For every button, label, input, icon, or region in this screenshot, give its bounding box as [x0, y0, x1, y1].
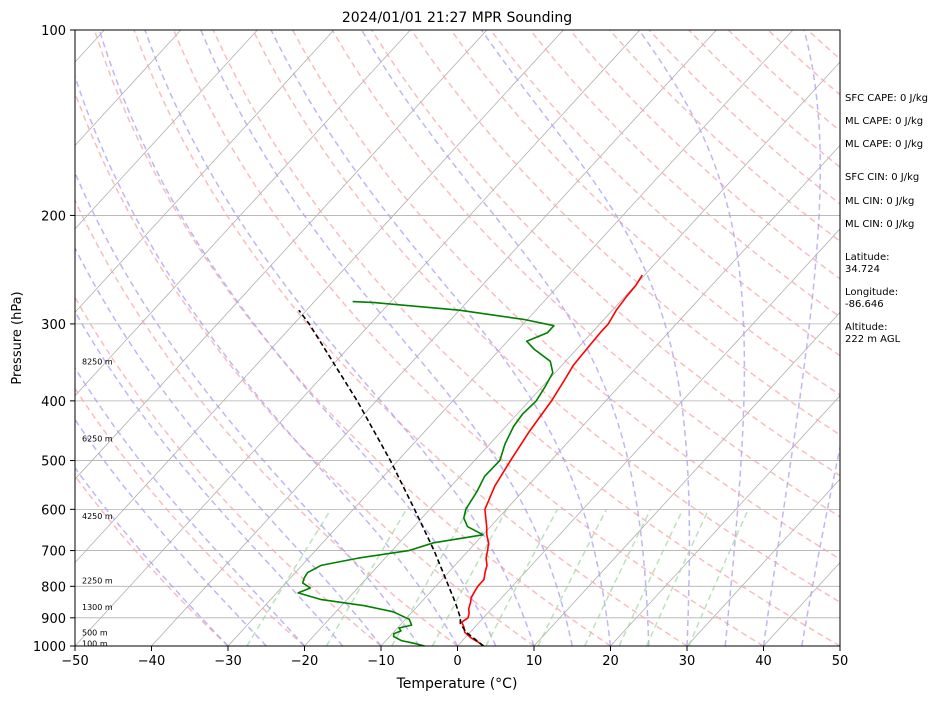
moist-adiabat-line [0, 30, 266, 646]
x-tick-label: 10 [526, 654, 543, 669]
ml-cape-text-1: ML CAPE: 0 J/kg [845, 116, 923, 128]
height-label: 2250 m [82, 577, 113, 586]
moist-adiabat-line [28, 30, 419, 646]
y-tick-label: 100 [41, 24, 66, 39]
isotherm-line [0, 30, 563, 646]
y-tick-label: 600 [41, 503, 66, 518]
x-tick-label: 20 [602, 654, 619, 669]
isotherm-line [228, 30, 793, 646]
height-label: 6250 m [82, 434, 113, 443]
isotherm-grid [0, 30, 947, 646]
sfc-cape-text: SFC CAPE: 0 J/kg [845, 93, 928, 105]
y-axis-label: Pressure (hPa) [10, 291, 25, 384]
height-label: 1300 m [82, 603, 113, 612]
moist-adiabat-line [362, 30, 649, 646]
moist-adiabat-line [0, 30, 228, 646]
height-label: 8250 m [82, 357, 113, 366]
isotherm-line [152, 30, 717, 646]
y-tick-label: 800 [41, 580, 66, 595]
ml-cin-text-1: ML CIN: 0 J/kg [845, 196, 914, 208]
y-tick-label: 400 [41, 395, 66, 410]
altitude-value: 222 m AGL [845, 334, 900, 346]
x-tick-label: −10 [367, 654, 394, 669]
x-tick-label: −20 [291, 654, 318, 669]
x-tick-label: 50 [832, 654, 849, 669]
isotherm-line [75, 30, 640, 646]
mixing-ratio-line [247, 509, 331, 646]
dewpoint-profile-line [298, 302, 554, 646]
parcel-profile-line [299, 310, 484, 646]
x-axis-label: Temperature (°C) [396, 676, 518, 692]
mixing-ratio-line [538, 509, 606, 646]
isobar-grid [75, 215, 840, 646]
ml-cape-text-2: ML CAPE: 0 J/kg [845, 139, 923, 151]
plot-area [0, 30, 947, 646]
mixing-ratio-line [689, 509, 748, 646]
mixing-ratio-line [647, 509, 709, 646]
longitude-value: -86.646 [845, 299, 884, 311]
chart-title: 2024/01/01 21:27 MPR Sounding [342, 10, 572, 26]
isotherm-line [0, 30, 257, 646]
longitude-label: Longitude: [845, 287, 898, 299]
moist-adiabat-line [99, 30, 496, 646]
dry-adiabat-line [213, 30, 840, 646]
y-axis: 1000 900 800 700 600 500 400 300 200 100 [33, 24, 75, 655]
sfc-cin-text: SFC CIN: 0 J/kg [845, 172, 919, 184]
isotherm-line [0, 30, 487, 646]
latitude-label: Latitude: [845, 252, 890, 264]
dry-adiabats [0, 30, 947, 646]
height-label: 4250 m [82, 512, 113, 521]
dry-adiabat-line [0, 30, 228, 646]
x-tick-label: −50 [61, 654, 88, 669]
y-tick-label: 500 [41, 455, 66, 470]
x-tick-label: −30 [214, 654, 241, 669]
mixing-ratio-line [327, 509, 407, 646]
y-tick-label: 300 [41, 318, 66, 333]
x-tick-label: 0 [453, 654, 461, 669]
moist-adiabats [0, 30, 920, 646]
y-tick-label: 900 [41, 612, 66, 627]
x-tick-label: 30 [679, 654, 696, 669]
x-axis: −50 −40 −30 −20 −10 0 10 20 30 40 50 [61, 646, 848, 669]
y-tick-label: 200 [41, 209, 66, 224]
plot-frame [75, 30, 840, 646]
altitude-label: Altitude: [845, 322, 887, 334]
height-label: 100 m [82, 639, 108, 648]
dry-adiabat-line [55, 30, 534, 646]
latitude-value: 34.724 [845, 264, 880, 276]
x-tick-label: 40 [755, 654, 772, 669]
y-tick-label: 700 [41, 545, 66, 560]
moist-adiabat-line [145, 30, 534, 646]
ml-cin-text-2: ML CIN: 0 J/kg [845, 219, 914, 231]
moist-adiabat-line [482, 30, 690, 646]
x-tick-label: −40 [138, 654, 165, 669]
height-label: 500 m [82, 628, 108, 637]
dry-adiabat-line [174, 30, 764, 646]
y-tick-label: 1000 [33, 640, 66, 655]
moist-adiabat-line [271, 30, 610, 646]
